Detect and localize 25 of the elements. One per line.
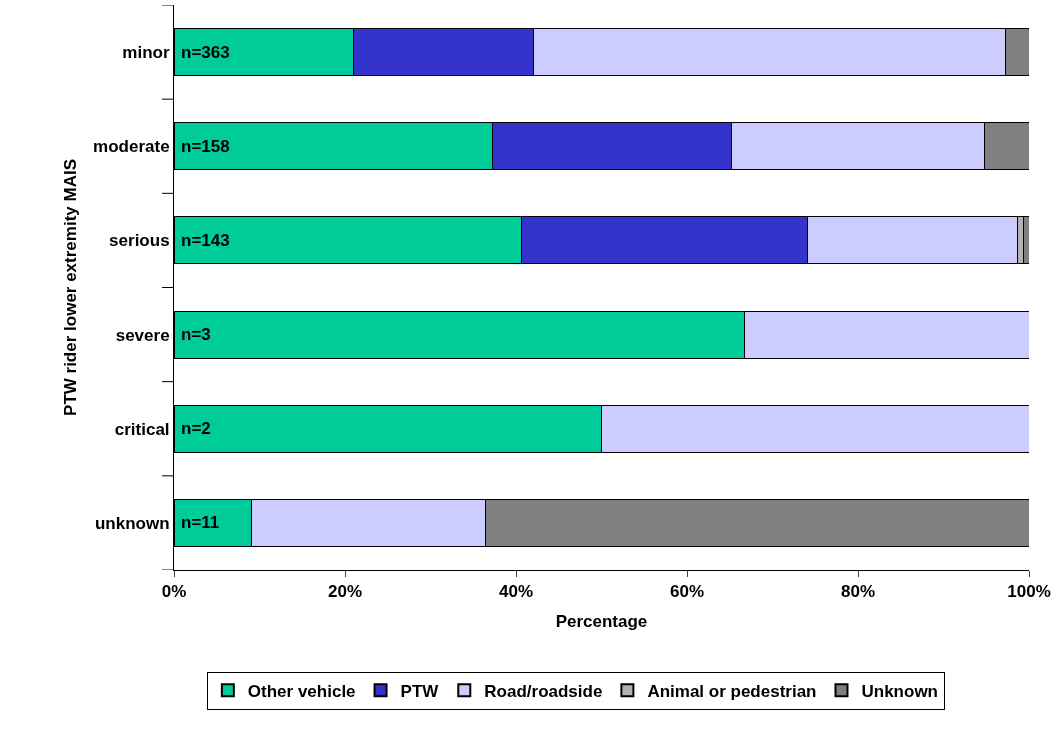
annotation: n=143 — [181, 231, 230, 250]
x-tick-label: 100% — [1007, 582, 1051, 602]
y-tick-label: serious — [109, 231, 170, 251]
x-tick-label: 20% — [327, 582, 363, 602]
x-tick-label: 40% — [498, 582, 534, 602]
legend-label: PTW — [400, 681, 440, 701]
y-tick-label: critical — [114, 419, 170, 439]
y-tick-label: severe — [115, 325, 170, 345]
y-tick-label: minor — [122, 43, 170, 63]
x-tick-label: 80% — [840, 582, 876, 602]
legend-label: Other vehicle — [247, 681, 356, 701]
x-tick-label: 0% — [161, 582, 187, 602]
x-axis-title: Percentage — [555, 611, 648, 631]
annotation: n=2 — [181, 419, 211, 438]
legend-label: Unknown — [861, 681, 938, 701]
annotation: n=363 — [181, 43, 230, 62]
annotation: n=3 — [181, 325, 211, 344]
y-tick-label: moderate — [93, 137, 170, 157]
legend-label: Animal or pedestrian — [647, 681, 817, 701]
legend-label: Road/roadside — [484, 681, 603, 701]
annotation: n=158 — [181, 137, 230, 156]
y-axis-title: PTW rider lower extremity MAIS — [60, 159, 80, 416]
y-tick-label: unknown — [94, 513, 170, 533]
annotation: n=11 — [181, 513, 220, 532]
x-tick-label: 60% — [669, 582, 705, 602]
